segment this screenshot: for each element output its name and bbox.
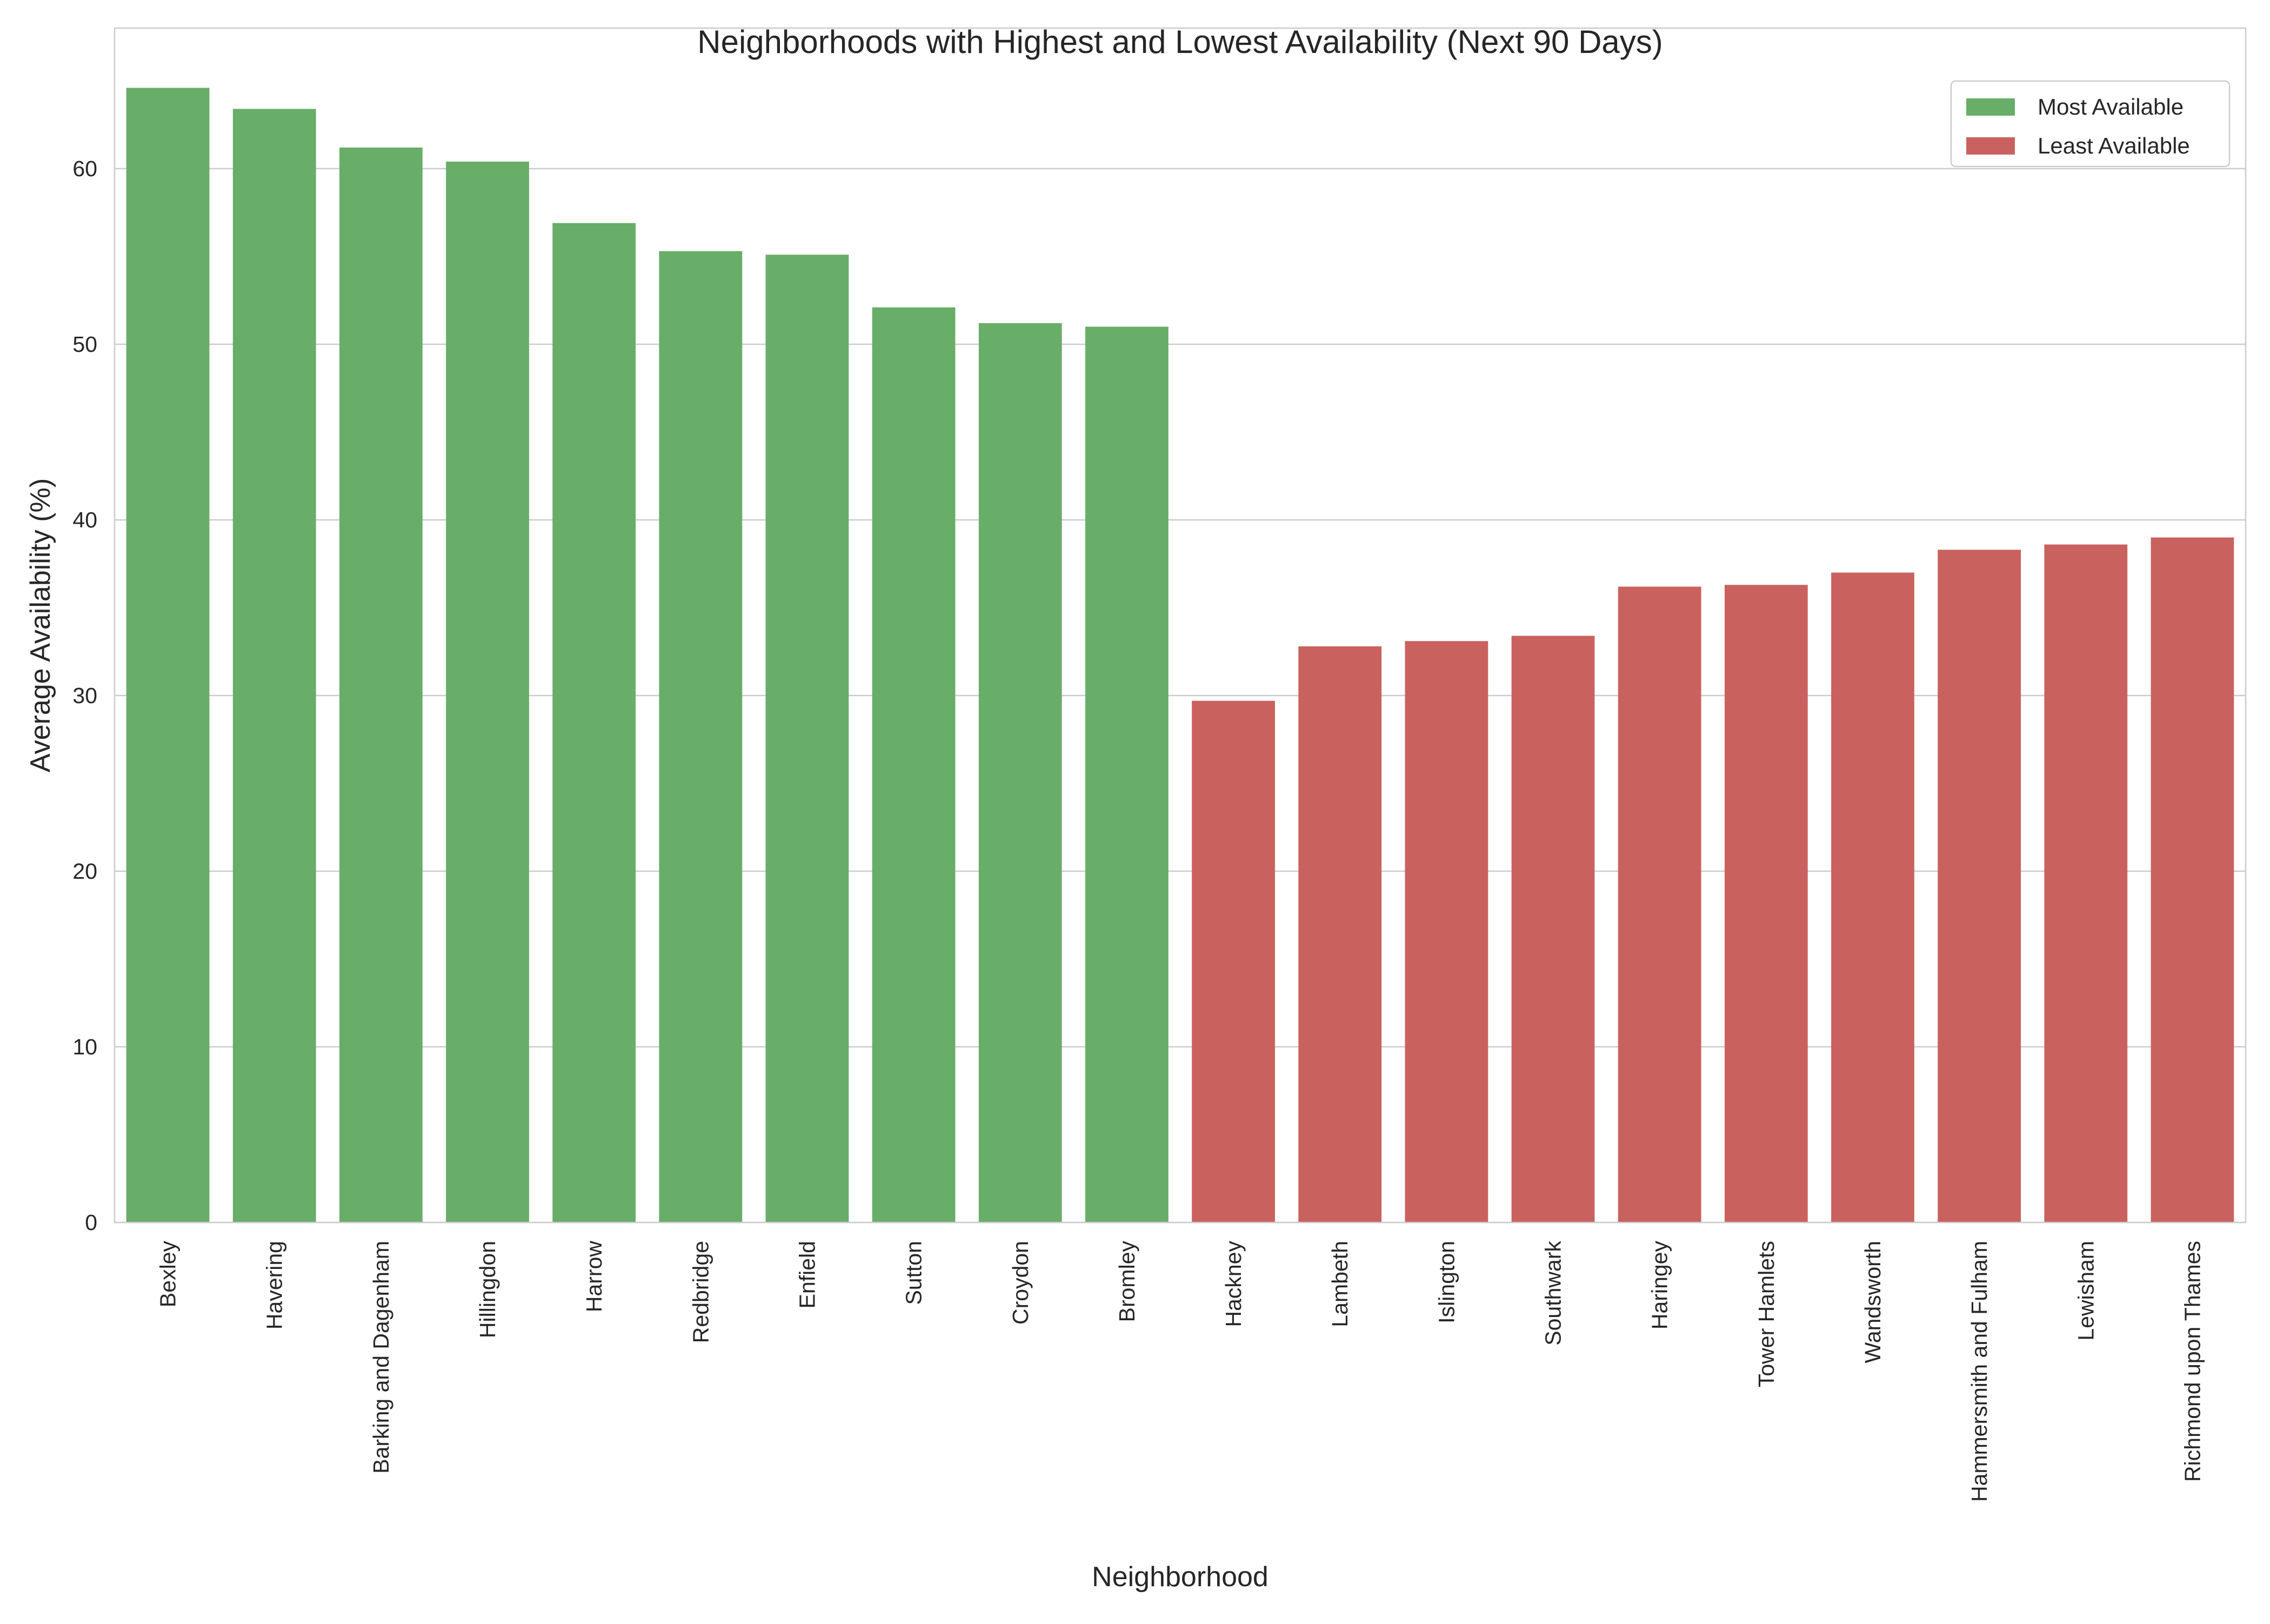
bar-haringey xyxy=(1618,586,1701,1222)
bar-harrow xyxy=(552,223,636,1222)
y-tick-label: 30 xyxy=(72,683,97,708)
bar-sutton xyxy=(872,307,956,1222)
bar-lambeth xyxy=(1298,646,1382,1222)
x-tick-label: Hackney xyxy=(1221,1241,1246,1327)
legend-swatch-least-available xyxy=(1966,137,2015,155)
legend-box xyxy=(1950,80,2231,168)
y-tick-label: 60 xyxy=(72,156,97,181)
bars xyxy=(126,88,2234,1222)
bar-bexley xyxy=(126,88,210,1222)
x-tick-label: Enfield xyxy=(794,1241,819,1308)
legend-label-most-available: Most Available xyxy=(2038,94,2184,119)
x-tick-label: Islington xyxy=(1434,1241,1459,1324)
x-tick-label: Bexley xyxy=(156,1241,181,1308)
bar-hillingdon xyxy=(446,162,529,1222)
bar-havering xyxy=(232,109,316,1222)
bar-enfield xyxy=(765,255,849,1222)
bar-bromley xyxy=(1085,326,1169,1222)
y-tick-label: 40 xyxy=(72,507,97,532)
legend: Most Available Least Available xyxy=(1950,80,2231,168)
y-axis-label: Average Availability (%) xyxy=(25,478,56,772)
x-tick-label: Redbridge xyxy=(688,1241,713,1343)
bar-croydon xyxy=(978,323,1062,1222)
x-tick-label: Bromley xyxy=(1114,1241,1139,1322)
y-tick-label: 50 xyxy=(72,332,97,357)
x-tick-label: Lewisham xyxy=(2073,1241,2098,1341)
x-tick-label: Croydon xyxy=(1008,1241,1033,1325)
bar-hammersmith-and-fulham xyxy=(1938,550,2021,1222)
chart-title: Neighborhoods with Highest and Lowest Av… xyxy=(697,24,1663,60)
bar-islington xyxy=(1405,641,1488,1222)
x-tick-label: Hammersmith and Fulham xyxy=(1967,1241,1992,1502)
bar-redbridge xyxy=(659,251,743,1222)
x-tick-label: Sutton xyxy=(902,1241,926,1305)
x-tick-label: Harrow xyxy=(582,1241,606,1313)
x-tick-label: Wandsworth xyxy=(1860,1241,1885,1363)
x-tick-label: Hillingdon xyxy=(475,1241,500,1338)
x-tick-label: Richmond upon Thames xyxy=(2180,1241,2205,1482)
x-tick-label: Southwark xyxy=(1541,1241,1566,1346)
bar-lewisham xyxy=(2044,544,2128,1222)
plot-frame xyxy=(114,27,2247,1224)
bar-barking-and-dagenham xyxy=(339,148,423,1222)
bar-wandsworth xyxy=(1831,572,1914,1222)
bar-tower-hamlets xyxy=(1724,585,1808,1222)
x-tick-label: Havering xyxy=(262,1241,287,1329)
bar-hackney xyxy=(1192,700,1275,1222)
x-axis-label: Neighborhood xyxy=(1092,1561,1268,1593)
x-tick-label: Barking and Dagenham xyxy=(369,1241,393,1474)
x-tick-labels: Bexley Havering Barking and Dagenham Hillin… xyxy=(156,1241,2205,1502)
legend-label-least-available: Least Available xyxy=(2038,133,2190,158)
x-tick-label: Tower Hamlets xyxy=(1754,1241,1779,1387)
x-tick-label: Lambeth xyxy=(1327,1241,1352,1327)
bar-richmond-upon-thames xyxy=(2151,537,2234,1222)
legend-swatch-most-available xyxy=(1966,98,2015,116)
bar-southwark xyxy=(1511,636,1595,1222)
y-tick-label: 0 xyxy=(85,1210,97,1235)
y-tick-label: 10 xyxy=(72,1034,97,1059)
y-tick-label: 20 xyxy=(72,859,97,884)
y-tick-labels: 0 10 20 30 40 50 60 xyxy=(72,156,97,1235)
x-tick-label: Haringey xyxy=(1647,1241,1672,1330)
